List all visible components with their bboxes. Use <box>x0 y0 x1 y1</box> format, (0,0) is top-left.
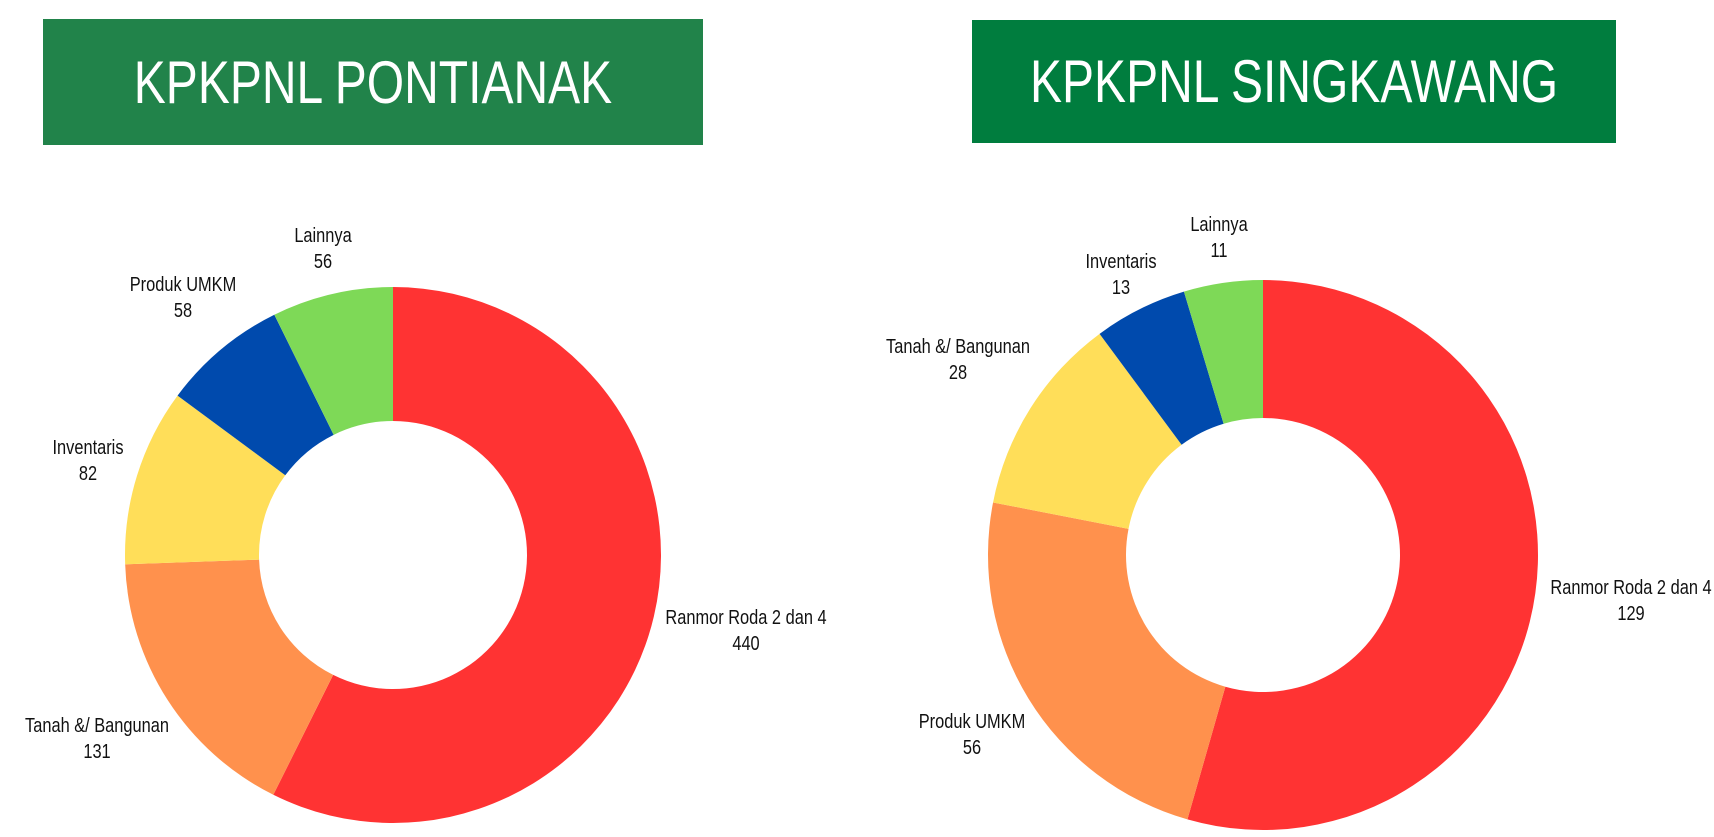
chart-title-singkawang: KPKPNL SINGKAWANG <box>1029 48 1559 115</box>
title-banner-singkawang: KPKPNL SINGKAWANG <box>972 20 1616 143</box>
data-label: Inventaris 82 <box>52 435 123 484</box>
donut-chart-singkawang: Ranmor Roda 2 dan 4 129 Produk UMKM 56 Tanah… <box>886 212 1712 830</box>
data-label: Tanah &/ Bangunan 131 <box>25 713 169 762</box>
donut-slice-inventaris <box>1099 291 1224 445</box>
data-label: Tanah &/ Bangunan 28 <box>886 334 1030 383</box>
data-label-value: 56 <box>314 249 332 272</box>
data-label-value: 131 <box>83 739 110 762</box>
data-label: Ranmor Roda 2 dan 4 440 <box>665 605 826 654</box>
data-label: Produk UMKM 58 <box>130 272 236 321</box>
donut-slice-produk-umkm <box>177 314 334 476</box>
data-label-value: 13 <box>1112 275 1130 298</box>
data-label-name: Produk UMKM <box>130 272 236 295</box>
data-label-name: Inventaris <box>1085 249 1156 272</box>
data-label-value: 440 <box>732 631 759 654</box>
data-label-value: 58 <box>174 298 192 321</box>
donut-slice-ranmor-roda-2-dan-4 <box>1187 280 1538 830</box>
data-label-value: 82 <box>79 461 97 484</box>
data-label: Inventaris 13 <box>1085 249 1156 298</box>
data-label-value: 129 <box>1617 601 1644 624</box>
data-label: Lainnya 11 <box>1190 212 1248 261</box>
data-label: Lainnya 56 <box>294 223 352 272</box>
donut-slice-ranmor-roda-2-dan-4 <box>273 287 662 823</box>
title-banner-background <box>43 19 703 145</box>
donut-slice-tanah-bangunan <box>125 559 334 795</box>
data-label-name: Ranmor Roda 2 dan 4 <box>1550 575 1711 598</box>
data-label-name: Lainnya <box>1190 212 1248 235</box>
data-label-name: Ranmor Roda 2 dan 4 <box>665 605 826 628</box>
donut-slice-tanah-bangunan <box>993 333 1182 529</box>
data-label-name: Inventaris <box>52 435 123 458</box>
donut-slice-produk-umkm <box>988 502 1226 820</box>
data-label-name: Tanah &/ Bangunan <box>25 713 169 736</box>
donut-slice-lainnya <box>1183 280 1263 424</box>
data-label-name: Produk UMKM <box>919 709 1026 732</box>
data-label-value: 56 <box>963 735 981 758</box>
donut-slice-lainnya <box>274 287 393 435</box>
donut-chart-pontianak: Ranmor Roda 2 dan 4 440 Tanah &/ Bangunan 1… <box>25 223 827 823</box>
title-banner-background <box>972 20 1616 143</box>
data-label-name: Tanah &/ Bangunan <box>886 334 1030 357</box>
chart-title-pontianak: KPKPNL PONTIANAK <box>133 48 613 116</box>
data-label: Produk UMKM 56 <box>919 709 1026 758</box>
data-label: Ranmor Roda 2 dan 4 129 <box>1550 575 1711 624</box>
donut-slice-inventaris <box>125 395 286 565</box>
data-label-value: 11 <box>1210 238 1227 261</box>
data-label-value: 28 <box>949 360 967 383</box>
data-label-name: Lainnya <box>294 223 352 246</box>
title-banner-pontianak: KPKPNL PONTIANAK <box>43 19 703 145</box>
